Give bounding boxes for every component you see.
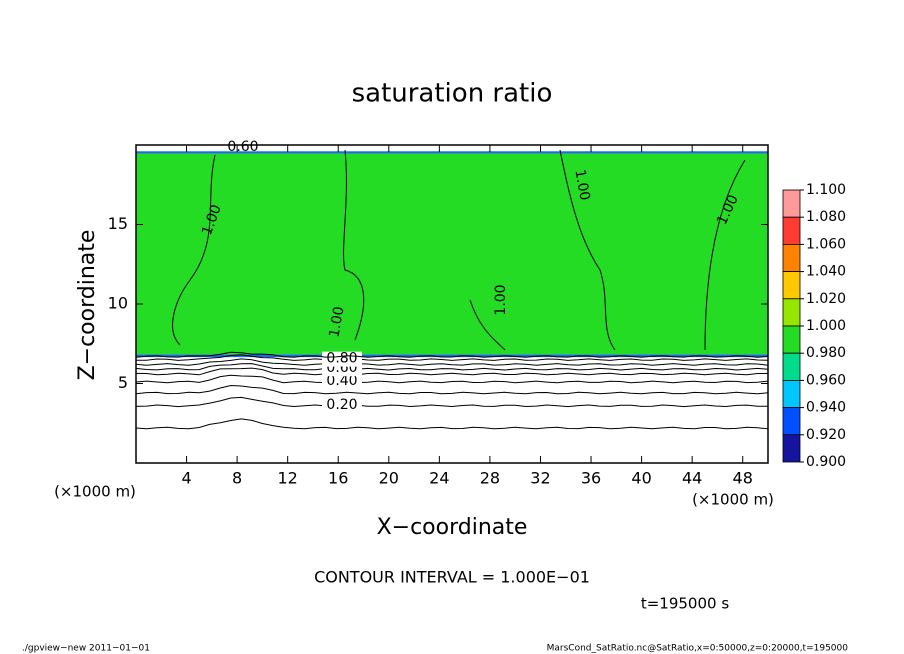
colorbar-label: 0.960 xyxy=(806,372,846,388)
contour-line xyxy=(135,418,769,430)
colorbar-label: 1.020 xyxy=(806,291,846,307)
contour-label-bg xyxy=(322,351,362,367)
x-tick-label: 20 xyxy=(379,469,399,488)
x-tick-label: 12 xyxy=(278,469,298,488)
colorbar-bin xyxy=(782,189,801,218)
field xyxy=(136,151,768,355)
contour-label: 0.40 xyxy=(326,373,357,389)
chart-title: saturation ratio xyxy=(352,79,553,109)
y-tick-label: 5 xyxy=(118,373,128,392)
x-tick-label: 8 xyxy=(232,469,242,488)
contour-label: 0.20 xyxy=(326,397,357,413)
x-axis-label: X−coordinate xyxy=(377,515,528,540)
x-tick-label: 28 xyxy=(480,469,500,488)
colorbar-label: 1.040 xyxy=(806,264,846,280)
time-label: t=195000 s xyxy=(641,595,729,613)
colorbar-bin xyxy=(782,379,801,408)
contour-interval: CONTOUR INTERVAL = 1.000E−01 xyxy=(314,568,590,587)
colorbar-bin xyxy=(782,216,801,245)
colorbar-label: 0.940 xyxy=(806,400,846,416)
contour-line xyxy=(135,374,769,384)
colorbar-bin xyxy=(782,271,801,300)
y-tick-label: 10 xyxy=(108,294,128,313)
contour-line xyxy=(135,358,769,366)
x-tick-label: 44 xyxy=(682,469,702,488)
contour-annotation: 1.00 xyxy=(493,284,509,315)
colorbar-label: 0.900 xyxy=(806,454,846,470)
contour-line xyxy=(135,363,769,371)
contour-line-decor xyxy=(559,149,616,351)
colorbar-label: 1.100 xyxy=(806,182,846,198)
contour-line xyxy=(135,396,768,408)
colorbar-bin xyxy=(782,407,801,436)
contour-label: 0.80 xyxy=(326,351,357,367)
footer-right: MarsCond_SatRatio.nc@SatRatio,x=0:50000,… xyxy=(547,644,849,654)
x-tick-label: 48 xyxy=(733,469,753,488)
x-tick-label: 24 xyxy=(429,469,449,488)
contour-line-decor xyxy=(469,299,506,351)
x-tick-label: 36 xyxy=(581,469,601,488)
contour-annotation: 1.00 xyxy=(571,168,592,201)
colorbar-bin xyxy=(782,352,801,381)
contour-line xyxy=(135,367,769,376)
x-tick-label: 16 xyxy=(328,469,348,488)
contour-line-decor xyxy=(343,149,365,341)
contour-label-bg xyxy=(322,373,362,389)
contour-annotation: 0.60 xyxy=(227,139,258,155)
colorbar-label: 1.080 xyxy=(806,209,846,225)
y-unit: (×1000 m) xyxy=(54,483,136,501)
contour-line-decor xyxy=(172,154,216,346)
contour-line xyxy=(135,384,769,395)
colorbar-label: 0.920 xyxy=(806,427,846,443)
y-tick-label: 15 xyxy=(108,214,128,233)
x-tick-label: 4 xyxy=(181,469,191,488)
contour-line xyxy=(135,351,769,358)
colorbar-bin xyxy=(782,434,801,463)
contour-label-bg xyxy=(322,397,362,413)
contour-line xyxy=(136,354,769,361)
x-tick-label: 32 xyxy=(530,469,550,488)
colorbar-bin xyxy=(782,298,801,327)
colorbar-bin xyxy=(782,325,801,354)
y-axis-label: Z−coordinate xyxy=(75,230,100,381)
colorbar-label: 1.060 xyxy=(806,236,846,252)
colorbar-label: 0.980 xyxy=(806,345,846,361)
contour-line-decor xyxy=(704,159,746,351)
colorbar-label: 1.000 xyxy=(806,318,846,334)
footer-left: ./gpview−new 2011−01−01 xyxy=(22,644,150,654)
colorbar-bin xyxy=(782,243,801,272)
contour-annotation: 1.00 xyxy=(326,305,347,338)
x-unit: (×1000 m) xyxy=(692,491,774,509)
x-tick-label: 40 xyxy=(631,469,651,488)
